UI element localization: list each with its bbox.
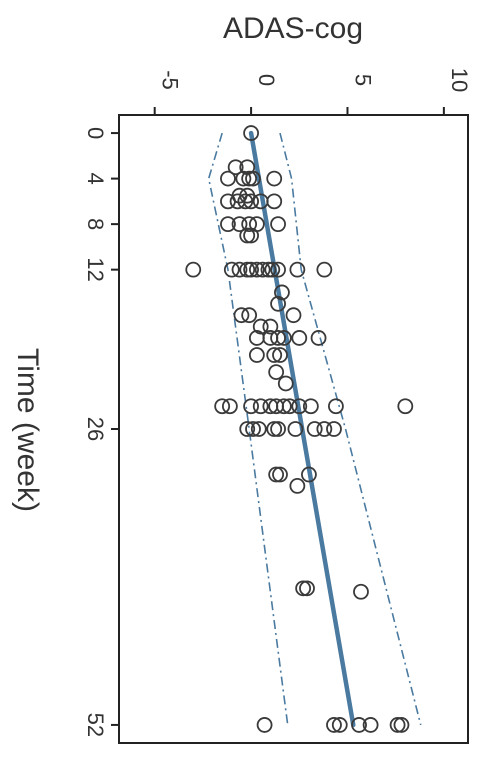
data-point xyxy=(353,583,369,600)
data-point xyxy=(287,421,304,437)
data-point xyxy=(326,717,342,733)
data-point xyxy=(235,170,252,187)
data-point xyxy=(301,466,317,483)
y-tick-label: 10 xyxy=(447,68,472,92)
data-point xyxy=(262,318,279,335)
data-point xyxy=(220,170,236,187)
x-axis-title: Time (week) xyxy=(11,348,44,512)
data-point xyxy=(245,170,261,187)
data-point xyxy=(331,717,348,733)
data-point xyxy=(291,330,308,346)
data-point xyxy=(243,398,259,415)
data-point xyxy=(248,347,265,363)
data-point xyxy=(220,193,236,210)
data-point xyxy=(270,295,286,312)
x-tick-label: 26 xyxy=(83,417,108,441)
data-point xyxy=(252,318,269,335)
x-tick-label: 12 xyxy=(83,257,108,281)
y-axis-title: ADAS-cog xyxy=(223,12,363,45)
data-point xyxy=(310,330,327,346)
data-points xyxy=(185,125,414,733)
data-point xyxy=(302,398,319,415)
data-point xyxy=(270,330,286,346)
data-point xyxy=(272,347,288,363)
data-point xyxy=(274,284,290,301)
data-point xyxy=(223,261,240,278)
data-point xyxy=(299,580,315,597)
data-point xyxy=(248,261,265,278)
data-point xyxy=(239,227,256,244)
data-point xyxy=(266,193,283,210)
x-tick-label: 4 xyxy=(83,172,108,184)
data-point xyxy=(243,193,259,210)
y-tick-label: 0 xyxy=(254,74,279,86)
data-point xyxy=(250,421,267,437)
data-point xyxy=(316,261,333,278)
data-point xyxy=(239,261,256,278)
data-point xyxy=(241,170,258,187)
data-point xyxy=(285,307,302,324)
data-point xyxy=(295,580,312,597)
data-point xyxy=(266,170,283,187)
data-point xyxy=(241,216,258,233)
data-point xyxy=(245,421,261,437)
data-point xyxy=(239,421,256,437)
data-point xyxy=(243,261,259,278)
data-point xyxy=(270,216,286,233)
confidence-band xyxy=(207,132,422,726)
data-point xyxy=(237,193,254,210)
data-point xyxy=(256,717,273,733)
data-point xyxy=(289,478,306,494)
x-tick-label: 8 xyxy=(83,218,108,230)
data-point xyxy=(221,398,238,415)
lower-bound-line xyxy=(207,132,289,726)
data-point xyxy=(270,261,286,278)
x-tick-label: 0 xyxy=(83,127,108,139)
data-point xyxy=(316,421,333,437)
y-tick-label: -5 xyxy=(158,70,183,90)
data-point xyxy=(268,466,285,483)
data-point xyxy=(233,307,250,324)
data-point xyxy=(275,398,292,415)
data-point xyxy=(291,398,308,415)
data-point xyxy=(266,421,283,437)
data-point xyxy=(243,227,259,244)
data-point xyxy=(281,398,298,415)
data-point xyxy=(277,375,294,392)
data-point xyxy=(268,364,285,380)
data-point xyxy=(397,398,414,415)
data-point xyxy=(272,466,288,483)
upper-bound-line xyxy=(279,132,422,726)
data-point xyxy=(231,261,248,278)
data-point xyxy=(351,717,367,733)
data-point xyxy=(185,261,202,278)
data-point xyxy=(252,398,269,415)
data-point xyxy=(270,421,286,437)
x-tick-label: 52 xyxy=(83,713,108,737)
data-point xyxy=(362,717,379,733)
data-point xyxy=(389,717,406,733)
data-point xyxy=(254,261,271,278)
data-point xyxy=(306,421,323,437)
y-axis-ticks: -5 0 5 10 xyxy=(153,68,472,115)
data-point xyxy=(214,398,231,415)
data-point xyxy=(260,261,277,278)
data-point xyxy=(241,307,258,324)
data-point xyxy=(220,216,236,233)
data-point xyxy=(328,398,344,415)
data-point xyxy=(243,125,259,141)
plot-frame xyxy=(118,114,469,744)
y-tick-label: 5 xyxy=(350,74,375,86)
data-point xyxy=(227,159,244,176)
data-point xyxy=(264,261,281,278)
data-point xyxy=(275,330,292,346)
data-point xyxy=(231,216,248,233)
data-point xyxy=(266,347,283,363)
x-axis-ticks: 0 4 8 12 26 52 xyxy=(83,127,119,737)
data-point xyxy=(393,717,410,733)
data-point xyxy=(289,261,306,278)
data-point xyxy=(326,421,342,437)
